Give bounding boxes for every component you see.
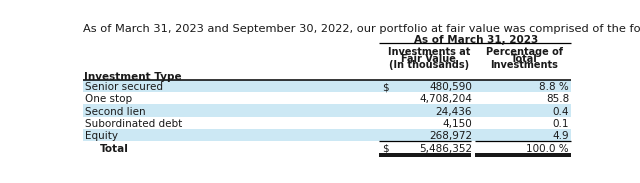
Text: As of March 31, 2023 and September 30, 2022, our portfolio at fair value was com: As of March 31, 2023 and September 30, 2… bbox=[83, 24, 640, 34]
Text: 85.8: 85.8 bbox=[546, 94, 569, 104]
Text: Total: Total bbox=[100, 144, 129, 154]
Text: $: $ bbox=[382, 144, 389, 154]
Text: Total: Total bbox=[511, 54, 538, 64]
Bar bbox=[83, 104, 572, 117]
Text: 268,972: 268,972 bbox=[429, 131, 472, 141]
Bar bbox=[83, 80, 572, 92]
Text: 5,486,352: 5,486,352 bbox=[419, 144, 472, 154]
Bar bbox=[83, 117, 572, 129]
Text: Percentage of: Percentage of bbox=[486, 47, 563, 57]
Bar bbox=[83, 129, 572, 141]
Text: Equity: Equity bbox=[85, 131, 118, 141]
Text: 4,708,204: 4,708,204 bbox=[419, 94, 472, 104]
Text: Fair Value: Fair Value bbox=[401, 54, 456, 64]
Text: 480,590: 480,590 bbox=[429, 82, 472, 92]
Bar bbox=[83, 92, 572, 104]
Text: Senior secured: Senior secured bbox=[85, 82, 163, 92]
Text: 4,150: 4,150 bbox=[442, 119, 472, 129]
Text: 0.4: 0.4 bbox=[552, 107, 569, 117]
Text: Investments at: Investments at bbox=[388, 47, 470, 57]
Text: 4.9: 4.9 bbox=[552, 131, 569, 141]
Text: Second lien: Second lien bbox=[85, 107, 146, 117]
Text: 0.1: 0.1 bbox=[552, 119, 569, 129]
Text: 100.0 %: 100.0 % bbox=[527, 144, 569, 154]
Text: (In thousands): (In thousands) bbox=[388, 60, 469, 70]
Bar bbox=[83, 141, 572, 154]
Text: 24,436: 24,436 bbox=[436, 107, 472, 117]
Text: $: $ bbox=[382, 82, 389, 92]
Text: Investment Type: Investment Type bbox=[84, 72, 182, 82]
Text: Investments: Investments bbox=[490, 60, 558, 70]
Text: One stop: One stop bbox=[85, 94, 132, 104]
Text: 8.8 %: 8.8 % bbox=[540, 82, 569, 92]
Text: As of March 31, 2023: As of March 31, 2023 bbox=[414, 35, 538, 45]
Text: Subordinated debt: Subordinated debt bbox=[85, 119, 182, 129]
